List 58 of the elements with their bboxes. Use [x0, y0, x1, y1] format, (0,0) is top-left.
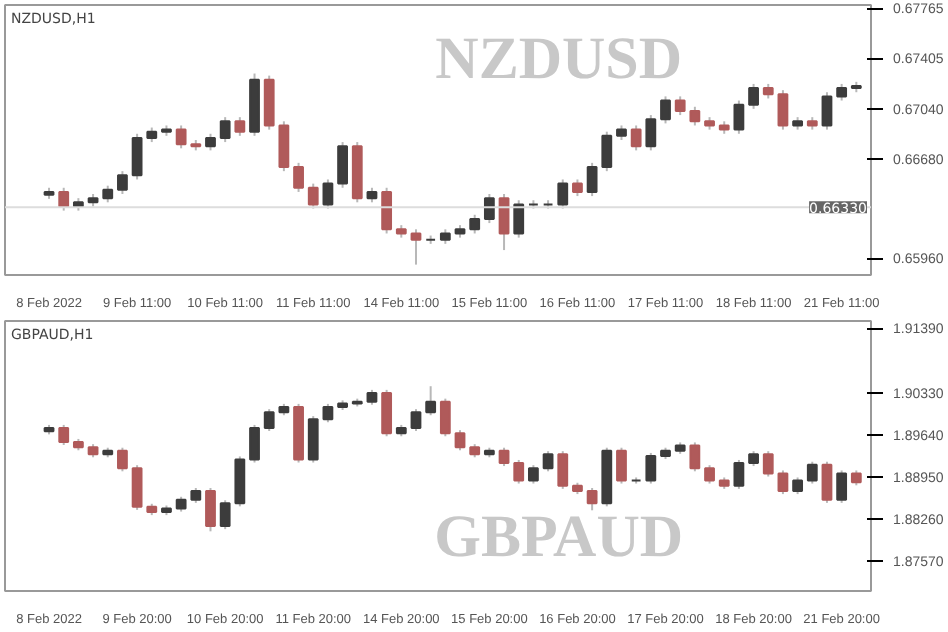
candlestick — [219, 499, 231, 531]
candlestick — [117, 170, 128, 195]
candlestick — [689, 105, 701, 127]
candlestick — [483, 193, 495, 225]
candlestick — [175, 124, 187, 150]
candlestick — [381, 186, 393, 235]
candlestick — [733, 458, 745, 490]
candlestick — [234, 455, 246, 508]
candlestick — [293, 161, 304, 193]
candlestick — [117, 446, 128, 473]
candlestick — [645, 114, 657, 152]
candlestick — [131, 132, 143, 181]
candlestick — [439, 397, 451, 438]
candlestick — [454, 429, 466, 452]
candlestick — [131, 464, 143, 511]
candlestick — [777, 89, 789, 131]
candlestick — [249, 423, 260, 464]
candlestick — [806, 460, 818, 485]
candlestick — [557, 178, 569, 210]
candlestick — [586, 161, 598, 198]
candlestick — [337, 141, 348, 189]
candlestick — [704, 464, 715, 485]
candlestick — [836, 469, 848, 504]
candlestick — [425, 385, 437, 417]
candlestick — [630, 124, 642, 152]
candlestick — [601, 130, 613, 173]
candlestick — [58, 423, 70, 447]
candlestick — [821, 91, 833, 131]
candlestick — [762, 450, 774, 478]
candlestick — [748, 82, 759, 110]
candlestick — [58, 186, 70, 212]
candlestick — [469, 213, 481, 235]
candlestick — [381, 388, 393, 438]
candlestick — [205, 487, 216, 533]
candlestick — [777, 469, 789, 496]
candlestick — [660, 95, 671, 125]
candlestick — [616, 446, 627, 485]
candlestick — [410, 228, 422, 266]
candlestick — [234, 116, 246, 137]
candlestick — [542, 450, 554, 473]
candlestick — [528, 464, 539, 485]
candlestick — [733, 99, 745, 135]
candlestick — [219, 116, 231, 144]
candlestick — [586, 487, 598, 512]
candlestick — [307, 415, 319, 464]
candlestick — [498, 446, 510, 468]
candlestick — [322, 402, 334, 424]
candlestick — [689, 441, 701, 473]
candlestick — [410, 408, 422, 433]
candlestick — [513, 199, 525, 239]
candlestick — [557, 450, 569, 490]
candlestick — [513, 458, 525, 485]
candlestick — [307, 182, 319, 210]
candlestick — [674, 95, 686, 117]
candlestick — [645, 451, 657, 485]
candlestick — [322, 178, 334, 210]
candlestick — [263, 408, 275, 433]
candlestick — [821, 460, 833, 504]
